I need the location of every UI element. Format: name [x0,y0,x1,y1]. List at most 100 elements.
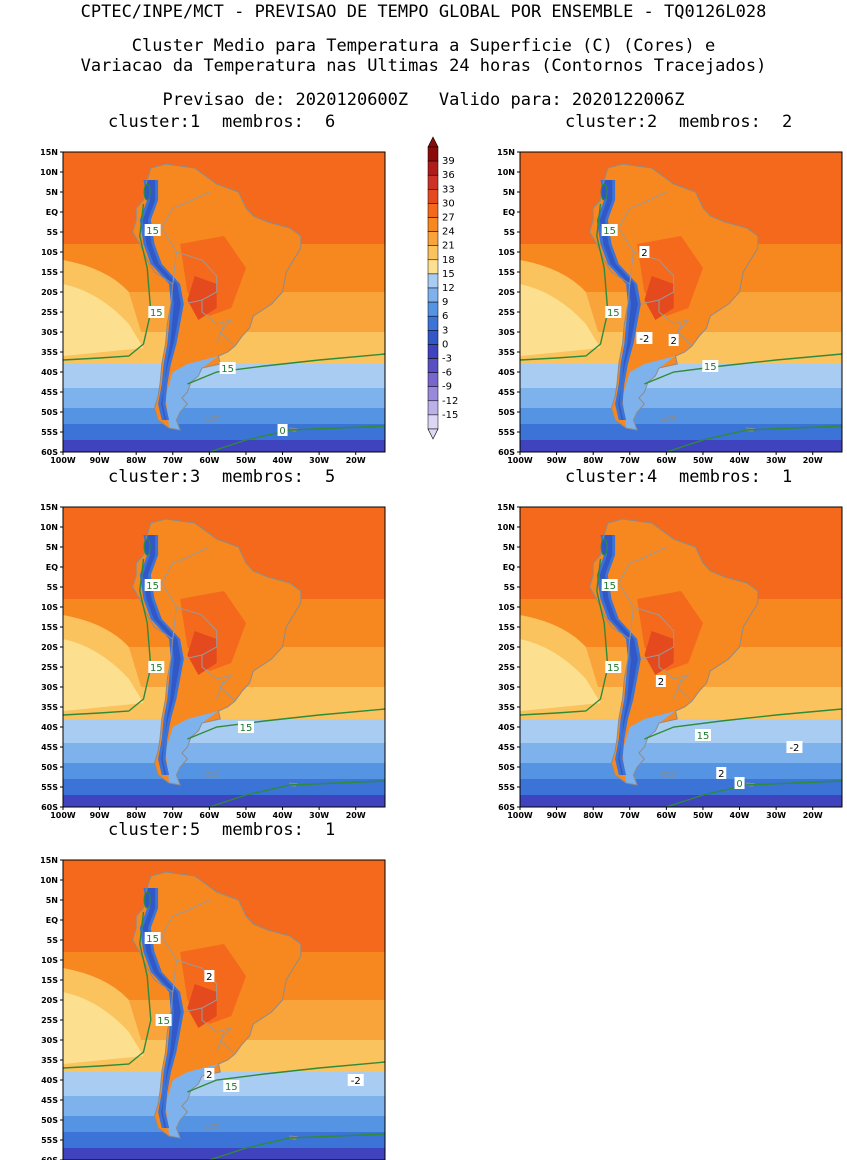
contour-label-bg [734,777,745,789]
lon-tick-label: 80W [126,456,146,465]
colorbar-swatch [427,217,439,232]
contour-label: -2 [351,1076,361,1087]
colorbar-swatch [427,287,439,303]
temperature-band [63,388,385,408]
cluster-label: cluster: [108,112,190,132]
lat-tick-label: 45S [41,388,58,397]
contour-label-bg [144,932,161,944]
colorbar-level-label: 0 [442,339,448,350]
panel-title: cluster: 4 membros: 1 [457,467,847,487]
lat-tick-label: 40S [41,1076,58,1085]
panel-title: cluster: 2 membros: 2 [457,112,847,132]
colorbar-level-label: 36 [442,170,455,181]
temperature-band [520,763,842,779]
contour-label-bg [655,675,666,687]
colorbar-swatch [427,189,439,204]
contour-label-bg [277,424,288,436]
map-frame [62,859,386,1160]
lat-tick-label: 55S [41,783,58,792]
temperature-band [63,284,144,356]
lat-tick-label: 40S [498,368,515,377]
members-number: 1 [782,467,793,487]
contour-0c [666,780,842,807]
colorbar-level-label: -9 [442,382,452,393]
lat-tick-label: 35S [41,348,58,357]
members-number: 5 [325,467,336,487]
cold-spot [600,183,608,201]
temperature-map: 15N 10N 5N EQ 5S 10S 15S 20S 25S 30S 35S 40S 45S 50S 5… [497,503,843,820]
lat-tick-label: 15N [40,503,58,512]
lat-tick-label: 35S [498,703,515,712]
lat-tick-label: 10S [41,956,58,965]
forecast-valid-label: Valido para: 2020122006Z [438,90,685,110]
temperature-band [520,779,842,795]
lat-tick-label: 25S [41,663,58,672]
cluster-label: cluster: [565,112,647,132]
colorbar-level-label: 30 [442,198,455,209]
contour-label: 15 [240,723,253,734]
country-border [176,251,236,347]
contour-label-bg [155,1014,172,1026]
lat-tick-label: 25S [498,308,515,317]
lat-tick-label: 55S [41,428,58,437]
temperature-band [63,719,385,743]
temperature-band [520,424,842,440]
lon-tick-label: 60W [656,811,676,820]
contour-label: 15 [603,581,616,592]
cluster-label: cluster: [565,467,647,487]
lon-tick-label: 30W [766,811,786,820]
country-border [640,299,660,305]
contour-label: 0 [279,426,285,437]
contour-label-bg [223,1080,240,1092]
lat-tick-label: 10N [40,876,58,885]
contour-label-bg [716,767,727,779]
lon-tick-label: 80W [583,811,603,820]
lat-tick-label: 25S [41,1016,58,1025]
contour-0c [209,425,385,452]
lat-tick-label: 30S [41,328,58,337]
contour-0c [209,1133,385,1160]
cold-spot [143,538,151,556]
contour-15c [187,353,385,385]
contour-label: 2 [718,769,724,780]
country-border [216,323,225,345]
cluster-label: cluster: [108,820,190,840]
lat-tick-label: 30S [41,1036,58,1045]
lat-tick-label: 15N [40,856,58,865]
contour-label-bg [639,246,650,258]
lat-tick-label: 5N [46,188,58,197]
country-border [161,546,210,640]
members-label: membros: [222,467,304,487]
lat-tick-label: 40S [41,723,58,732]
colorbar-level-label: -12 [442,396,458,407]
colorbar-level-label: -15 [442,410,458,421]
temperature-band [63,1116,385,1132]
contour-0c [666,425,842,452]
lat-tick-label: 20S [41,643,58,652]
map-frame [62,151,386,453]
lon-tick-label: 30W [309,811,329,820]
lat-tick-label: 10S [41,248,58,257]
lat-tick-label: 5N [503,543,515,552]
chart-supertitle: CPTEC/INPE/MCT - PREVISAO DE TEMPO GLOBA… [80,2,767,22]
colorbar-level-label: 6 [442,311,448,322]
contour-label: -2 [789,743,799,754]
lon-tick-label: 50W [693,811,713,820]
lat-tick-label: 15S [498,268,515,277]
contour-label: 2 [206,972,212,983]
contour-label: 15 [221,364,234,375]
lat-tick-label: 5S [47,228,59,237]
map-panel-cluster-3: cluster: 3 membros: 5 15N 10N 5N EQ 5S 10S 15S 20S 2… [0,467,390,820]
lon-tick-label: 20W [803,811,823,820]
contour-15c [187,1061,385,1093]
temperature-band [63,1132,385,1148]
contour-label-bg [144,224,161,236]
contour-label: 15 [704,362,717,373]
cluster-number: 5 [190,820,201,840]
members-label: membros: [222,112,304,132]
cluster-number: 3 [190,467,201,487]
contour-label: 0 [736,779,742,790]
contour-label: 15 [225,1082,238,1093]
country-border [633,251,693,347]
